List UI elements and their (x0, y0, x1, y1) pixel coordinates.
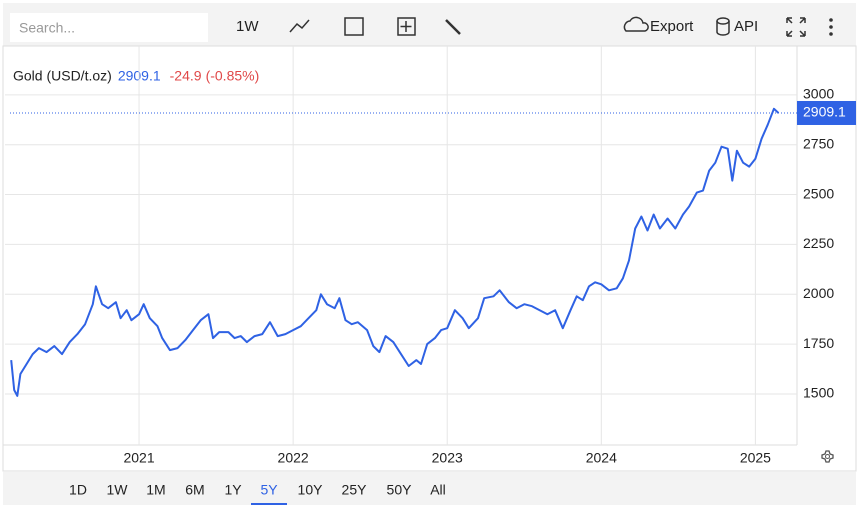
range-button[interactable]: 1M (146, 482, 165, 498)
add-plus (400, 21, 412, 32)
x-tick-label: 2023 (432, 450, 463, 466)
fullscreen-icon[interactable] (786, 17, 806, 37)
api-icon-body (716, 21, 730, 36)
header-change-percent: (-0.85%) (206, 68, 260, 84)
y-tick-label: 2250 (803, 235, 834, 251)
range-button[interactable]: All (430, 482, 446, 498)
range-button[interactable]: 25Y (342, 482, 368, 498)
range-button[interactable]: 1W (107, 482, 129, 498)
range-button[interactable]: 5Y (260, 482, 278, 498)
last-value-box (797, 100, 856, 125)
header-change: -24.9 (170, 68, 202, 84)
y-tick-label: 1750 (803, 335, 834, 351)
search-box[interactable] (10, 13, 208, 42)
interval-button[interactable]: 1W (236, 18, 259, 35)
range-button[interactable]: 10Y (298, 482, 324, 498)
price-line (10, 107, 780, 397)
y-tick-label: 3000 (803, 86, 834, 102)
y-tick-label: 2500 (803, 185, 834, 201)
chart-settings-icon[interactable] (821, 450, 834, 463)
range-button[interactable]: 6M (185, 482, 204, 498)
range-button[interactable]: 1D (69, 482, 87, 498)
export-button[interactable]: Export (650, 18, 694, 35)
more-menu-icon[interactable] (829, 18, 833, 36)
export-icon (623, 16, 649, 32)
y-tick-label: 2750 (803, 135, 834, 151)
x-tick-label: 2021 (123, 450, 154, 466)
y-tick-label: 1500 (803, 385, 834, 401)
y-tick-label: 2000 (803, 285, 834, 301)
last-value-label: 2909.1 (803, 104, 846, 120)
calendar-icon[interactable] (344, 17, 364, 36)
chart-settings-icon-center (825, 454, 830, 459)
x-tick-label: 2025 (740, 450, 771, 466)
add-icon[interactable] (397, 17, 416, 36)
chart-border (2, 45, 857, 472)
range-button[interactable]: 1Y (224, 482, 242, 498)
x-tick-label: 2022 (278, 450, 309, 466)
api-button[interactable]: API (734, 18, 758, 35)
chart-type-icon[interactable] (289, 19, 310, 33)
series-title: Gold (USD/t.oz) (13, 68, 112, 84)
search-placeholder: Search... (19, 20, 75, 36)
range-button[interactable]: 50Y (387, 482, 413, 498)
plot-area: 1500 1750 2000 2250 2500 2750 3000 2021 2022 2023… (5, 46, 856, 466)
settings-wrench-icon[interactable] (445, 19, 461, 35)
range-buttons: 1D 1W 1M 6M 1Y 5Y 10Y 25Y 50Y All (69, 482, 446, 505)
range-bar (3, 472, 856, 505)
x-tick-label: 2024 (586, 450, 617, 466)
